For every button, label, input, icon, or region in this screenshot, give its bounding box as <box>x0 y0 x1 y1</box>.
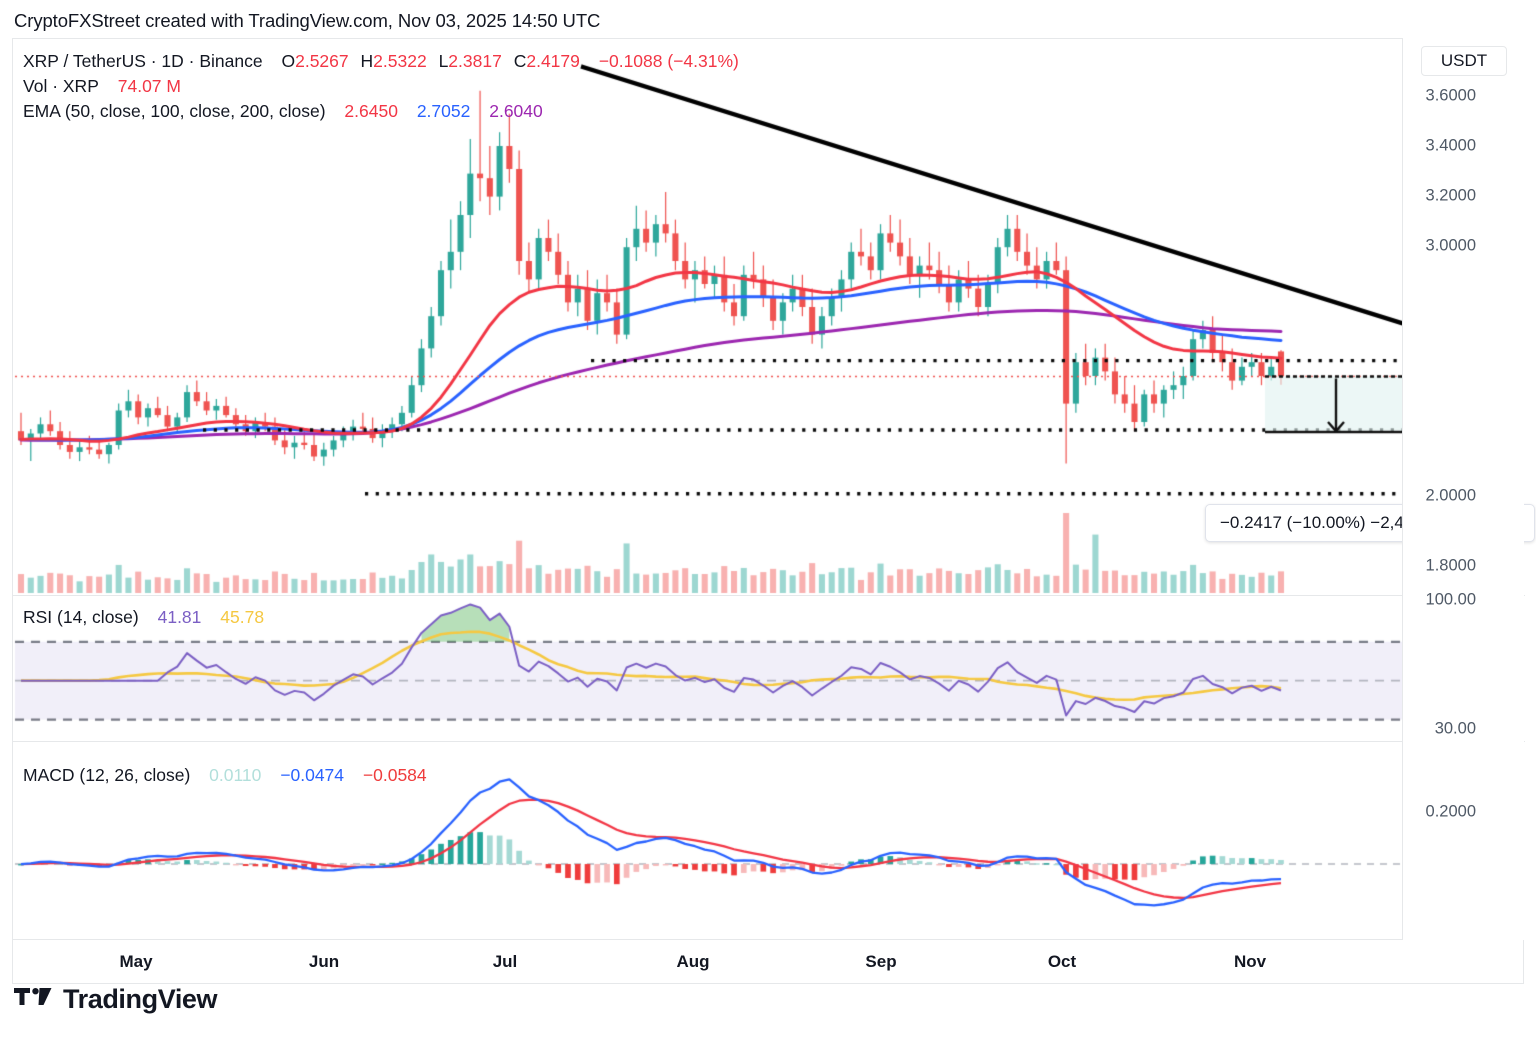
price-tick-3.0000: 3.0000 <box>1425 236 1476 255</box>
time-axis[interactable]: May Jun Jul Aug Sep Oct Nov <box>12 940 1524 984</box>
rsi-legend-label[interactable]: RSI (14, close) <box>23 607 139 627</box>
price-tick-1.8000: 1.8000 <box>1425 556 1476 575</box>
credit-line: CryptoFXStreet created with TradingView.… <box>14 10 601 31</box>
pane-separator-rsi <box>13 741 1525 742</box>
measurement-text: −0.2417 (−10.00%) −2,4 <box>1220 513 1404 532</box>
tradingview-logo[interactable]: TradingView <box>14 984 218 1015</box>
rsi-legend-value: 41.81 <box>157 607 202 627</box>
time-label-oct: Oct <box>1047 952 1077 971</box>
legend-volume-row: Vol · XRP 74.07 M <box>23 76 739 97</box>
main-legend: XRP / TetherUS · 1D · Binance O2.5267 H2… <box>23 51 739 126</box>
legend-ohlc-row: XRP / TetherUS · 1D · Binance O2.5267 H2… <box>23 51 739 72</box>
time-label-jul: Jul <box>492 952 518 971</box>
legend-low-value: 2.3817 <box>448 51 502 71</box>
legend-volume-label[interactable]: Vol · XRP <box>23 76 99 96</box>
time-label-sep: Sep <box>865 952 897 971</box>
price-tick-3.4000: 3.4000 <box>1425 136 1476 155</box>
rsi-legend: RSI (14, close) 41.81 45.78 <box>23 607 264 628</box>
tradingview-mark-icon <box>14 987 52 1005</box>
legend-volume-value: 74.07 M <box>117 76 181 96</box>
time-label-nov: Nov <box>1233 952 1267 971</box>
macd-legend-signal: −0.0584 <box>362 765 427 785</box>
legend-ema-row: EMA (50, close, 100, close, 200, close) … <box>23 101 739 122</box>
price-tick-3.2000: 3.2000 <box>1425 186 1476 205</box>
macd-legend: MACD (12, 26, close) 0.0110 −0.0474 −0.0… <box>23 765 427 786</box>
time-label-aug: Aug <box>676 952 710 971</box>
legend-close-label: C <box>513 51 527 71</box>
price-tick-3.6000: 3.6000 <box>1425 86 1476 105</box>
legend-ema-label[interactable]: EMA (50, close, 100, close, 200, close) <box>23 101 326 121</box>
price-axis-unit: USDT <box>1421 46 1507 76</box>
legend-open-label: O <box>281 51 296 71</box>
time-label-may: May <box>119 952 153 971</box>
rsi-legend-ma-value: 45.78 <box>220 607 265 627</box>
macd-legend-line: −0.0474 <box>280 765 345 785</box>
macd-tick-top: 0.2000 <box>1425 802 1476 821</box>
legend-ema100-value: 2.7052 <box>416 101 471 121</box>
legend-open-value: 2.5267 <box>295 51 349 71</box>
rsi-tick-bottom: 30.00 <box>1434 719 1476 738</box>
legend-close-value: 2.4179 <box>526 51 580 71</box>
legend-ema50-value: 2.6450 <box>344 101 398 121</box>
legend-high-label: H <box>360 51 374 71</box>
tradingview-wordmark: TradingView <box>63 984 218 1014</box>
pane-separator-volume <box>13 595 1525 596</box>
time-label-jun: Jun <box>308 952 340 971</box>
chart-frame: XRP / TetherUS · 1D · Binance O2.5267 H2… <box>12 38 1535 940</box>
price-tick-2.0000: 2.0000 <box>1425 486 1476 505</box>
legend-change: −0.1088 (−4.31%) <box>598 51 739 71</box>
rsi-tick-top: 100.00 <box>1425 590 1476 609</box>
chart-canvas[interactable] <box>13 39 1523 939</box>
price-axis-divider <box>1402 38 1403 940</box>
macd-legend-hist: 0.0110 <box>209 765 262 785</box>
legend-symbol[interactable]: XRP / TetherUS · 1D · Binance <box>23 51 263 71</box>
legend-low-label: L <box>438 51 449 71</box>
macd-legend-label[interactable]: MACD (12, 26, close) <box>23 765 191 785</box>
legend-ema200-value: 2.6040 <box>489 101 543 121</box>
legend-high-value: 2.5322 <box>373 51 427 71</box>
price-axis[interactable]: USDT 3.6000 3.4000 3.2000 3.0000 2.0000 … <box>1403 38 1524 940</box>
